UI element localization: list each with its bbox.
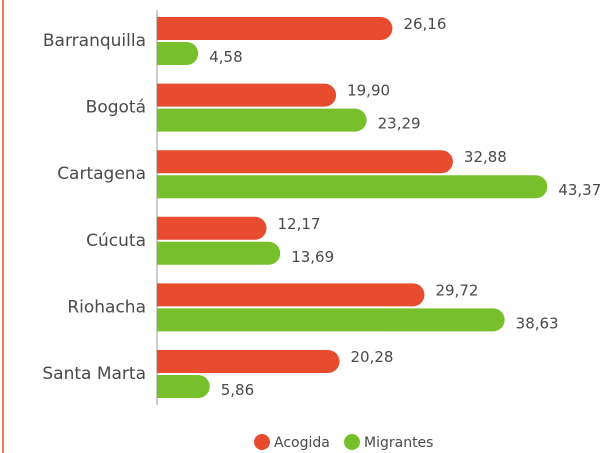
legend-label: Migrantes [364, 435, 433, 451]
bar [157, 108, 367, 132]
bar [157, 216, 267, 240]
bar [157, 175, 548, 199]
value-label: 5,86 [221, 381, 254, 399]
bar [157, 283, 425, 307]
value-label: 29,72 [435, 281, 478, 299]
category-label: Cúcuta [86, 231, 146, 251]
bar [157, 375, 210, 398]
value-label: 26,16 [403, 15, 446, 33]
value-label: 12,17 [278, 215, 321, 233]
legend-swatch [254, 434, 270, 450]
bar [157, 150, 453, 174]
category-label: Riohacha [67, 297, 146, 317]
category-label: Bogotá [86, 98, 146, 118]
category-label: Santa Marta [42, 364, 146, 384]
value-label: 4,58 [209, 48, 242, 66]
legend-swatch [344, 434, 360, 450]
legend-label: Acogida [274, 435, 330, 451]
bar [157, 241, 281, 265]
bar [157, 17, 393, 40]
bar [157, 350, 340, 373]
value-label: 13,69 [291, 248, 334, 266]
value-label: 32,88 [464, 148, 507, 166]
value-label: 20,28 [351, 348, 394, 366]
bar [157, 42, 199, 65]
bar [157, 83, 337, 107]
value-label: 23,29 [378, 115, 421, 133]
value-label: 19,90 [347, 82, 390, 100]
value-label: 43,37 [558, 181, 601, 199]
value-label: 38,63 [516, 314, 559, 332]
category-label: Barranquilla [43, 31, 146, 51]
category-label: Cartagena [57, 164, 146, 184]
bar [157, 308, 505, 332]
